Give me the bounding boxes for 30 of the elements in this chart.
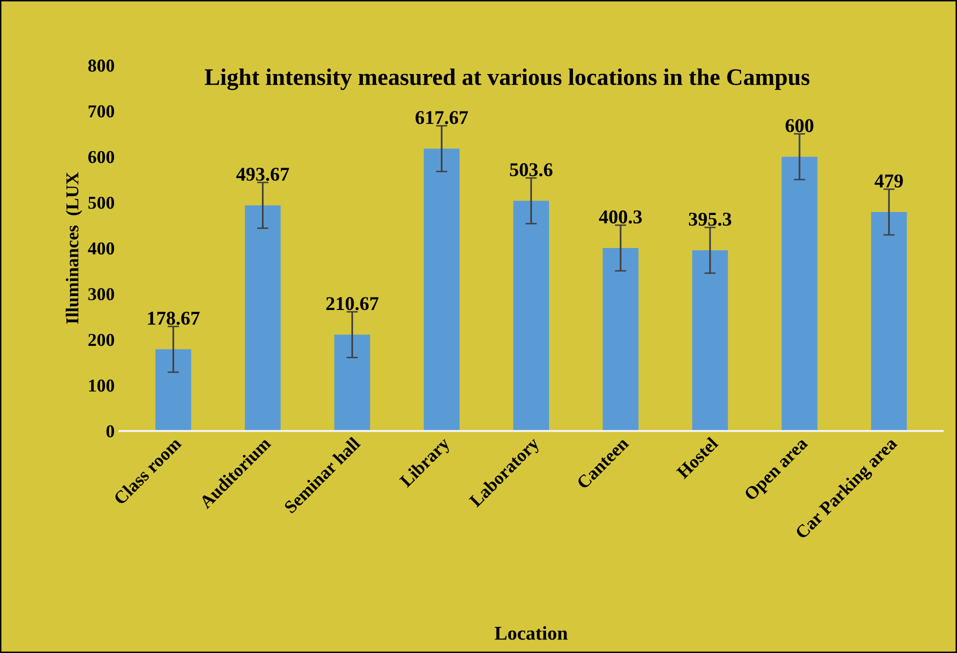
y-tick-label: 500	[88, 196, 114, 209]
bar	[334, 334, 370, 431]
y-tick-label: 400	[88, 242, 114, 255]
y-tick-label: 100	[89, 380, 114, 392]
bar	[871, 212, 907, 431]
bar	[602, 248, 638, 431]
y-tick-label: 600	[88, 150, 114, 164]
bar	[155, 349, 192, 431]
data-label: 210.67	[326, 297, 378, 310]
bar	[513, 200, 550, 431]
data-label: 400.3	[598, 210, 642, 224]
data-label: 395.3	[688, 212, 732, 226]
bar	[782, 156, 818, 431]
y-axis-title: Illuminances (LUX	[66, 172, 82, 324]
x-axis-title: Location	[494, 626, 568, 640]
y-tick-label: 0	[106, 425, 114, 438]
data-label: 600	[786, 119, 814, 132]
chart-title: Light intensity measured at various locations in the Campus	[204, 68, 810, 90]
bar	[244, 205, 281, 431]
y-tick-label: 300	[88, 288, 114, 300]
bar	[424, 148, 460, 431]
data-label: 493.67	[236, 168, 290, 181]
y-tick-label: 800	[88, 60, 114, 72]
data-label: 503.6	[510, 163, 552, 176]
bar	[692, 250, 728, 431]
data-label: 479	[874, 174, 903, 188]
y-tick-label: 700	[88, 105, 114, 118]
data-label: 178.67	[148, 312, 200, 325]
data-label: 617.67	[416, 111, 468, 124]
y-tick-label: 200	[88, 334, 114, 346]
